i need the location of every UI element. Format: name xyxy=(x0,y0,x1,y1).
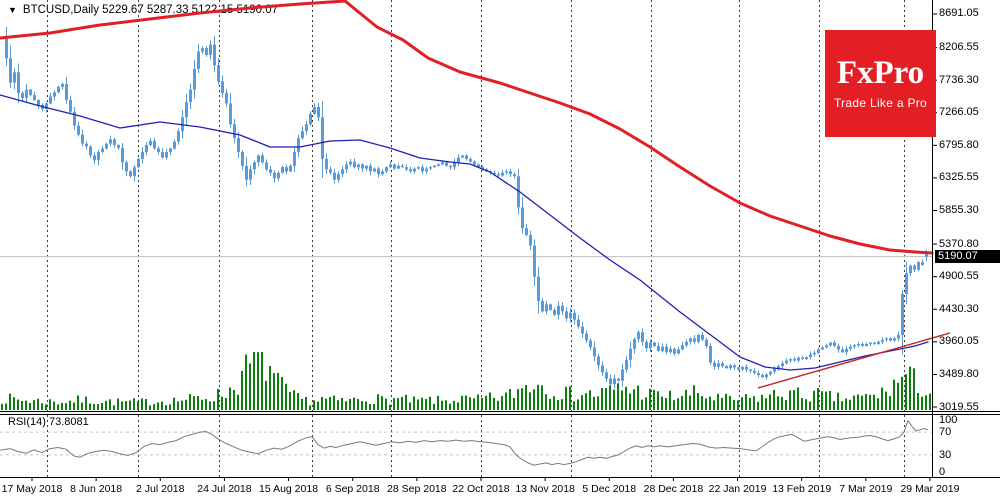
rsi-scale-label: 30 xyxy=(939,448,952,461)
fxpro-logo-tagline: Trade Like a Pro xyxy=(833,96,928,110)
date-axis-label: 2 Jul 2018 xyxy=(136,483,185,495)
date-axis-label: 28 Sep 2018 xyxy=(387,483,447,495)
date-axis-label: 13 Feb 2019 xyxy=(772,483,832,495)
date-axis-label: 17 May 2018 xyxy=(1,483,63,495)
price-axis-label: 3960.05 xyxy=(939,335,979,348)
candles-layer xyxy=(1,26,928,389)
date-axis-label: 24 Jul 2018 xyxy=(197,483,252,495)
axis-ticks xyxy=(31,13,937,481)
price-axis-label: 7266.05 xyxy=(939,106,979,119)
current-price-badge: 5190.07 xyxy=(935,250,1000,264)
ma-slow-line xyxy=(0,0,934,255)
price-axis-label: 5370.80 xyxy=(939,237,979,250)
symbol-dropdown-icon[interactable]: ▼ xyxy=(8,4,17,15)
price-axis-label: 8206.55 xyxy=(939,41,979,54)
volume-bars xyxy=(1,352,931,410)
rsi-scale-label: 100 xyxy=(939,414,958,426)
date-axis-label: 29 Mar 2019 xyxy=(900,483,960,495)
date-axis-label: 15 Aug 2018 xyxy=(259,483,319,495)
rsi-scale-label: 0 xyxy=(939,466,946,478)
support-trendline xyxy=(757,332,951,389)
date-axis-label: 22 Oct 2018 xyxy=(452,483,510,495)
rsi-scale-label: 70 xyxy=(939,426,952,439)
rsi-indicator-label: RSI(14) 73.8081 xyxy=(8,416,89,428)
date-axis-label: 13 Nov 2018 xyxy=(515,483,575,495)
price-axis-label: 8691.05 xyxy=(939,7,979,20)
price-axis-label: 4430.30 xyxy=(939,302,979,315)
price-axis-label: 6795.80 xyxy=(939,138,979,151)
fxpro-logo: FxPro Trade Like a Pro xyxy=(825,30,936,137)
ma-fast-line xyxy=(0,94,929,371)
rsi-line xyxy=(0,419,929,466)
date-axis-label: 8 Jun 2018 xyxy=(70,483,123,495)
date-axis-label: 7 Mar 2019 xyxy=(839,483,893,495)
date-axis-label: 6 Sep 2018 xyxy=(325,483,380,495)
price-axis-label: 7736.30 xyxy=(939,73,979,86)
date-axis-label: 28 Dec 2018 xyxy=(643,483,704,495)
price-axis-label: 5855.30 xyxy=(939,203,979,216)
price-axis-label: 3489.80 xyxy=(939,367,979,380)
date-axis-label: 22 Jan 2019 xyxy=(708,483,767,495)
price-axis-label: 6325.55 xyxy=(939,171,979,184)
price-axis-label: 4900.55 xyxy=(939,270,979,283)
time-gridlines xyxy=(47,0,905,477)
fxpro-logo-title: FxPro xyxy=(836,55,925,91)
price-axis-label: 3019.55 xyxy=(939,400,979,413)
date-axis-label: 5 Dec 2018 xyxy=(582,483,637,495)
